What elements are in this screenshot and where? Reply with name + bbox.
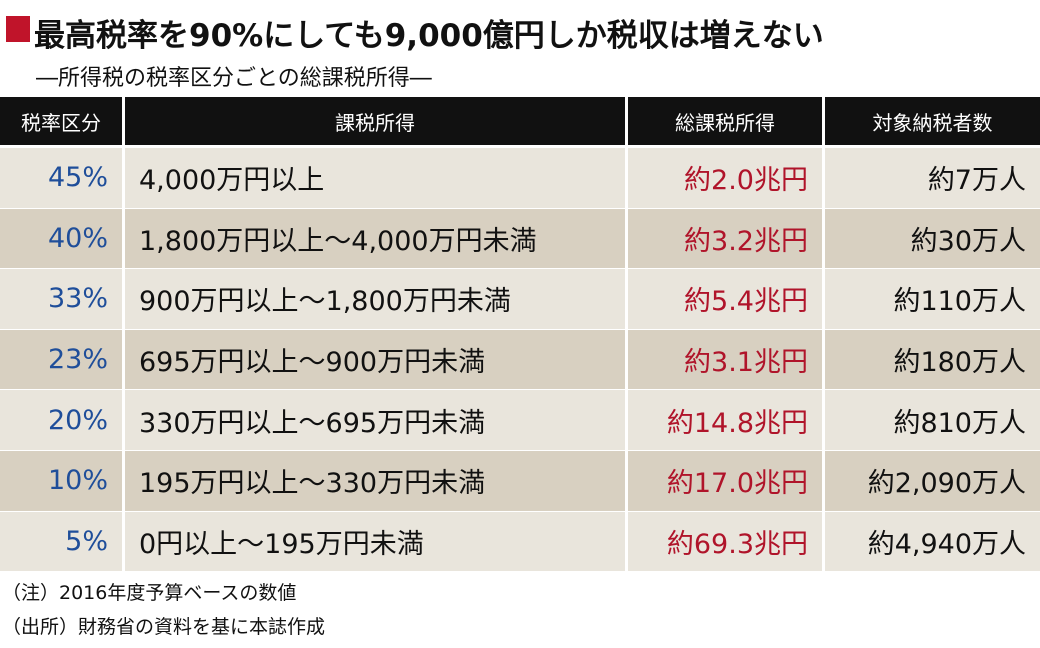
column-header: 課税所得 <box>125 97 625 145</box>
table-cell: 約2.0兆円 <box>628 148 822 208</box>
subtitle: ―所得税の税率区分ごとの総課税所得― <box>36 66 432 91</box>
table-cell: 約69.3兆円 <box>628 511 822 572</box>
table-cell: 45% <box>0 148 122 208</box>
table-cell: 約3.2兆円 <box>628 208 822 269</box>
column-header: 税率区分 <box>0 97 122 145</box>
table-cell: 23% <box>0 329 122 390</box>
table-cell: 330万円以上～695万円未満 <box>125 390 625 450</box>
table-cell: 695万円以上～900万円未満 <box>125 329 625 390</box>
table-cell: 1,800万円以上～4,000万円未満 <box>125 208 625 269</box>
table-cell: 約3.1兆円 <box>628 329 822 390</box>
table-cell: 約7万人 <box>825 148 1040 208</box>
title: 最高税率を90%にしても9,000億円しか税収は増えない <box>34 18 824 54</box>
table-cell: 約110万人 <box>825 269 1040 329</box>
table-cell: 約14.8兆円 <box>628 390 822 450</box>
table-cell: 0円以上～195万円未満 <box>125 511 625 572</box>
table-cell: 4,000万円以上 <box>125 148 625 208</box>
column-header: 総課税所得 <box>628 97 822 145</box>
table-cell: 約30万人 <box>825 208 1040 269</box>
note: （注）2016年度予算ベースの数値 <box>2 582 297 604</box>
note: （出所）財務省の資料を基に本誌作成 <box>2 616 326 638</box>
table-cell: 約180万人 <box>825 329 1040 390</box>
table-cell: 約810万人 <box>825 390 1040 450</box>
table-cell: 5% <box>0 511 122 572</box>
table-cell: 約4,940万人 <box>825 511 1040 572</box>
table-cell: 33% <box>0 269 122 329</box>
table-cell: 20% <box>0 390 122 450</box>
table-cell: 約17.0兆円 <box>628 451 822 511</box>
table-cell: 900万円以上～1,800万円未満 <box>125 269 625 329</box>
table-cell: 約5.4兆円 <box>628 269 822 329</box>
title-marker <box>6 16 30 42</box>
table-cell: 10% <box>0 451 122 511</box>
table-cell: 約2,090万人 <box>825 451 1040 511</box>
column-header: 対象納税者数 <box>825 97 1040 145</box>
table-cell: 40% <box>0 208 122 269</box>
table-cell: 195万円以上～330万円未満 <box>125 451 625 511</box>
